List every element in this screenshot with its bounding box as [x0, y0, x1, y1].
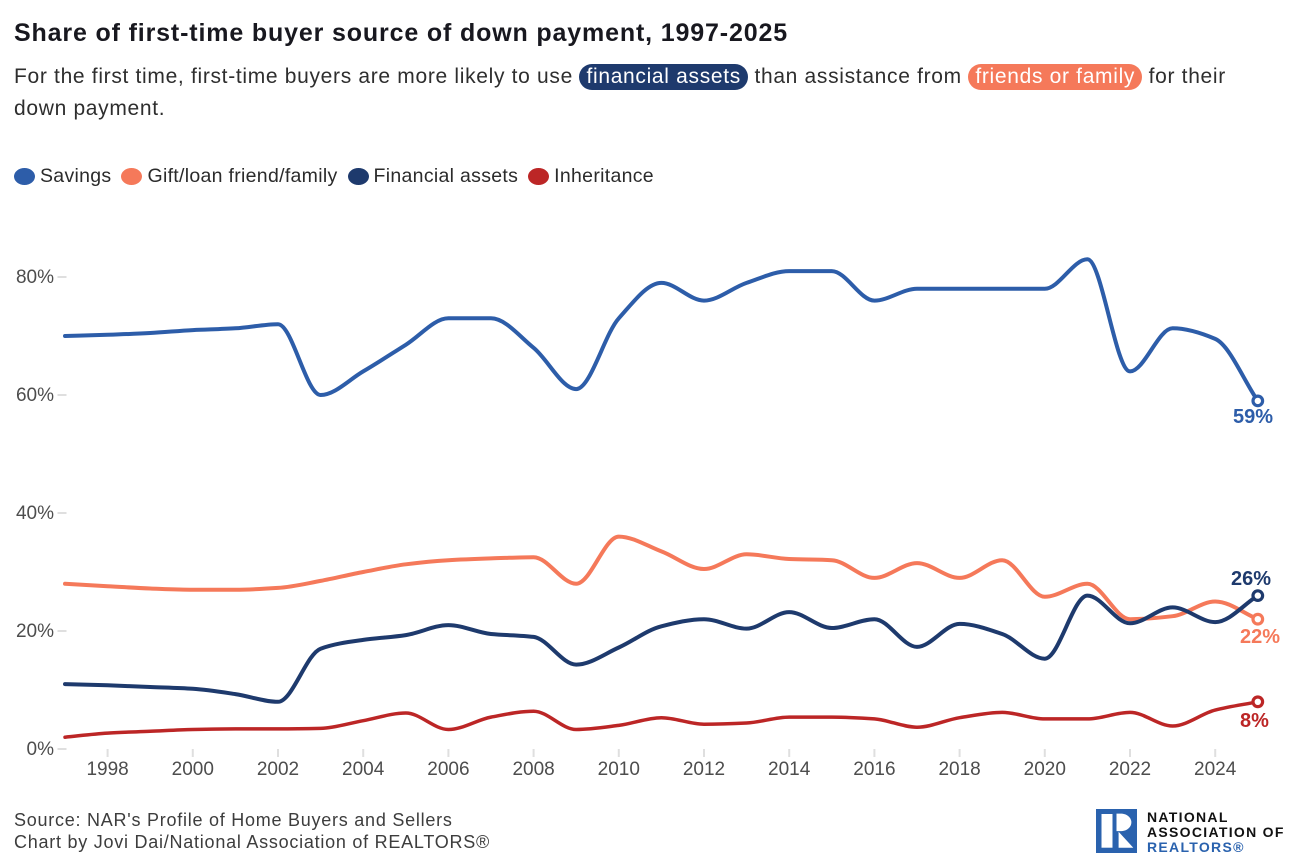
- svg-text:80%: 80%: [16, 267, 54, 288]
- svg-text:60%: 60%: [16, 385, 54, 406]
- svg-text:59%: 59%: [1233, 406, 1273, 428]
- svg-text:8%: 8%: [1240, 710, 1269, 732]
- svg-text:20%: 20%: [16, 621, 54, 642]
- svg-text:2012: 2012: [683, 759, 725, 780]
- svg-text:2006: 2006: [427, 759, 469, 780]
- svg-text:2008: 2008: [512, 759, 554, 780]
- svg-text:2018: 2018: [938, 759, 980, 780]
- svg-text:2022: 2022: [1109, 759, 1151, 780]
- svg-text:2004: 2004: [342, 759, 385, 780]
- svg-text:40%: 40%: [16, 503, 54, 524]
- svg-text:2020: 2020: [1024, 759, 1066, 780]
- svg-text:2016: 2016: [853, 759, 895, 780]
- svg-text:0%: 0%: [27, 739, 55, 760]
- svg-text:2014: 2014: [768, 759, 811, 780]
- svg-text:2024: 2024: [1194, 759, 1237, 780]
- svg-text:2000: 2000: [172, 759, 214, 780]
- svg-text:2010: 2010: [598, 759, 640, 780]
- svg-text:22%: 22%: [1240, 626, 1280, 648]
- svg-text:2002: 2002: [257, 759, 299, 780]
- svg-text:1998: 1998: [86, 759, 128, 780]
- svg-text:26%: 26%: [1231, 568, 1271, 590]
